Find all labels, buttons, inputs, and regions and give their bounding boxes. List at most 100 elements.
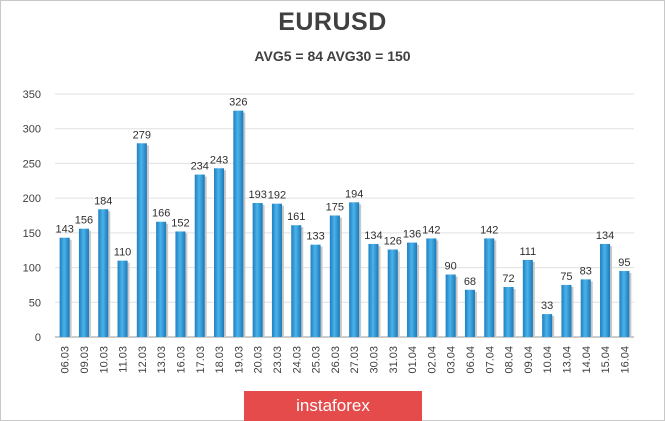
data-label: 134 xyxy=(596,230,614,242)
data-label: 279 xyxy=(133,129,151,141)
data-label: 142 xyxy=(480,224,498,236)
bar xyxy=(580,279,591,337)
x-tick-label: 20.03 xyxy=(253,346,265,374)
grid-lines xyxy=(55,93,634,338)
x-tick-label: 07.04 xyxy=(484,346,496,374)
data-label: 83 xyxy=(580,265,592,277)
data-label: 156 xyxy=(75,215,93,227)
x-tick-label: 13.04 xyxy=(561,346,573,374)
bar xyxy=(368,243,379,337)
data-label: 126 xyxy=(384,236,402,248)
bar xyxy=(426,238,437,337)
chart-title: EURUSD xyxy=(278,8,387,36)
x-tick-label: 30.03 xyxy=(368,346,380,374)
y-axis-ticks: 0 50 100 150 200 250 300 350 xyxy=(23,89,41,344)
x-tick-label: 12.03 xyxy=(137,346,149,374)
bar xyxy=(484,238,495,337)
x-tick-label: 11.03 xyxy=(118,346,130,373)
x-tick-label: 16.03 xyxy=(175,346,187,374)
x-tick-label: 14.04 xyxy=(581,346,593,374)
x-tick-label: 10.04 xyxy=(542,346,554,374)
data-label: 192 xyxy=(268,190,286,202)
bar xyxy=(387,249,398,337)
bar xyxy=(464,289,475,337)
bar xyxy=(542,314,553,337)
y-tick-label: 300 xyxy=(23,124,41,136)
data-label: 143 xyxy=(55,224,73,236)
data-label: 111 xyxy=(519,246,536,258)
bar xyxy=(194,174,205,337)
x-tick-label: 24.03 xyxy=(291,346,303,374)
data-label: 133 xyxy=(306,231,324,243)
data-label: 142 xyxy=(422,224,440,236)
y-tick-label: 100 xyxy=(23,263,41,275)
bar xyxy=(156,221,167,337)
bar xyxy=(349,202,360,337)
data-label: 184 xyxy=(94,195,112,207)
x-axis-ticks: 06.03 09.03 10.03 11.03 12.03 13.03 16.03 17.03… xyxy=(60,346,632,374)
data-label: 326 xyxy=(229,97,247,109)
y-tick-label: 50 xyxy=(29,297,41,309)
x-tick-label: 06.03 xyxy=(60,346,72,374)
bar xyxy=(78,228,89,337)
x-tick-label: 23.03 xyxy=(272,346,284,374)
x-tick-label: 31.03 xyxy=(388,346,400,374)
x-tick-label: 06.04 xyxy=(465,346,477,374)
bar xyxy=(252,203,263,337)
x-tick-label: 27.03 xyxy=(349,346,361,374)
x-tick-label: 17.03 xyxy=(195,346,207,374)
bar xyxy=(271,203,282,337)
x-tick-label: 08.04 xyxy=(504,346,516,374)
data-label: 134 xyxy=(364,230,382,242)
bar xyxy=(117,260,128,337)
data-label: 152 xyxy=(171,217,189,229)
x-tick-label: 26.03 xyxy=(330,346,342,374)
data-label: 33 xyxy=(541,300,553,312)
bar xyxy=(561,284,572,337)
y-tick-label: 250 xyxy=(23,158,41,170)
bar xyxy=(407,242,418,337)
x-tick-label: 15.04 xyxy=(600,346,612,374)
data-label: 72 xyxy=(502,273,514,285)
chart-subtitle: AVG5 = 84 AVG30 = 150 xyxy=(254,48,411,64)
y-tick-label: 350 xyxy=(23,89,41,101)
data-label: 75 xyxy=(560,271,572,283)
data-label: 243 xyxy=(210,154,228,166)
instaforex-watermark: instaforex xyxy=(244,391,422,421)
data-label: 234 xyxy=(191,161,209,173)
bar xyxy=(98,209,109,337)
x-tick-label: 18.03 xyxy=(214,346,226,374)
bar xyxy=(619,271,630,337)
data-label: 161 xyxy=(287,211,305,223)
data-label: 136 xyxy=(403,229,421,241)
bar xyxy=(522,259,533,337)
bar xyxy=(310,244,321,337)
data-label: 194 xyxy=(345,188,363,200)
data-label: 110 xyxy=(114,247,132,259)
bar xyxy=(59,237,70,337)
x-tick-label: 09.04 xyxy=(523,346,535,374)
x-tick-label: 09.03 xyxy=(79,346,91,374)
x-tick-label: 25.03 xyxy=(311,346,323,374)
data-label: 95 xyxy=(618,257,630,269)
bar xyxy=(175,231,186,337)
bars xyxy=(59,110,632,337)
x-tick-label: 02.04 xyxy=(426,346,438,374)
data-label: 68 xyxy=(464,276,476,288)
x-tick-label: 19.03 xyxy=(233,346,245,374)
data-label: 175 xyxy=(326,202,344,214)
bar xyxy=(600,243,611,337)
bar xyxy=(503,287,514,337)
x-tick-label: 01.04 xyxy=(407,346,419,374)
x-tick-label: 10.03 xyxy=(98,346,110,374)
bar xyxy=(233,110,244,337)
bar xyxy=(136,143,147,337)
x-tick-label: 16.04 xyxy=(619,346,631,374)
bar xyxy=(329,215,340,337)
y-tick-label: 150 xyxy=(23,228,41,240)
data-label: 193 xyxy=(248,189,266,201)
x-tick-label: 03.04 xyxy=(446,346,458,374)
